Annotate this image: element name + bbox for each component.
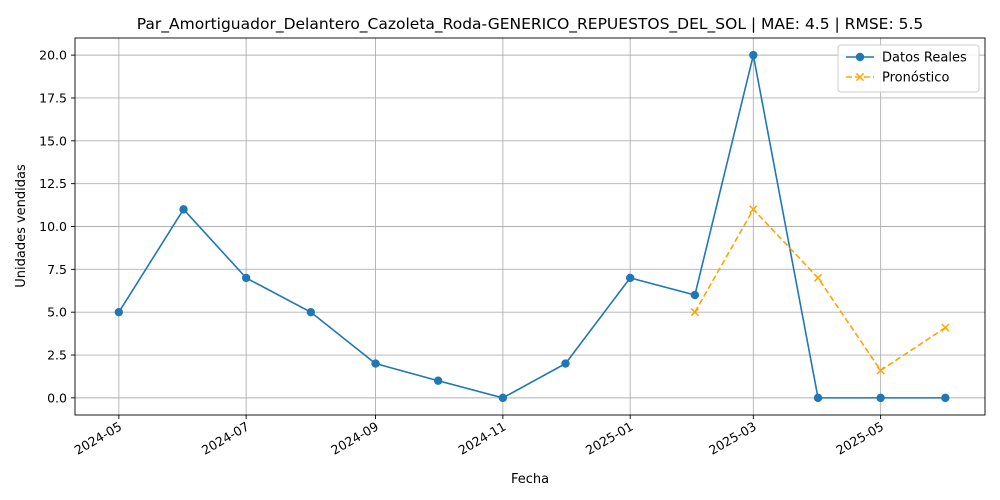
y-tick-label: 20.0	[39, 48, 67, 63]
x-tick-label: 2025-03	[706, 419, 759, 458]
data-point-circle	[241, 273, 251, 283]
y-axis-label: Unidades vendidas	[14, 164, 29, 288]
x-tick-label: 2025-05	[833, 419, 886, 458]
data-point-x	[855, 72, 865, 82]
y-axis-ticks: 0.0 2.5 5.0 7.5 10.0 12.5 15.0 17.5 20.0	[39, 48, 75, 405]
x-tick-label: 2024-11	[456, 419, 509, 458]
x-tick-label: 2024-09	[328, 419, 381, 458]
y-tick-label: 12.5	[39, 176, 67, 191]
data-point-circle	[114, 307, 124, 317]
data-point-x	[876, 366, 885, 375]
series-line	[694, 208, 946, 372]
legend-item: Pronóstico	[846, 71, 949, 86]
data-point-circle	[498, 393, 508, 403]
data-point-circle	[179, 205, 188, 214]
y-tick-label: 0.0	[47, 390, 67, 405]
data-point-circle	[813, 393, 823, 403]
series-forecast	[690, 205, 950, 375]
series-layer	[114, 50, 950, 403]
y-tick-label: 7.5	[47, 262, 67, 277]
legend: Datos Reales Pronóstico	[837, 44, 980, 93]
data-point-x	[690, 308, 700, 317]
data-point-x	[749, 205, 758, 214]
data-point-circle	[371, 359, 380, 368]
data-point-circle	[433, 376, 443, 385]
data-point-circle	[749, 50, 758, 60]
x-tick-label: 2024-07	[199, 419, 252, 458]
y-tick-label: 2.5	[47, 348, 67, 363]
series-line	[118, 54, 946, 399]
data-point-circle	[941, 393, 950, 403]
data-point-circle	[690, 290, 700, 300]
data-point-x	[813, 273, 823, 283]
data-point-x	[941, 323, 950, 332]
data-point-circle	[855, 52, 865, 62]
x-axis-label: Fecha	[511, 472, 549, 487]
legend-label: Datos Reales	[882, 51, 967, 66]
chart-title: Par_Amortiguador_Delantero_Cazoleta_Roda…	[137, 15, 924, 34]
data-point-circle	[625, 273, 635, 283]
x-tick-label: 2024-05	[72, 419, 125, 458]
data-point-circle	[306, 307, 316, 317]
y-tick-label: 10.0	[39, 219, 67, 234]
grid-lines	[75, 38, 985, 415]
data-point-circle	[876, 393, 885, 403]
legend-item: Datos Reales	[846, 51, 967, 66]
x-tick-label: 2025-01	[583, 419, 636, 458]
legend-label: Pronóstico	[882, 71, 949, 86]
x-axis-ticks: 2024-05 2024-07 2024-09 2024-11 2025-01 2025-…	[72, 415, 886, 458]
y-tick-label: 15.0	[39, 133, 67, 148]
data-point-circle	[561, 359, 570, 368]
series-actual	[114, 50, 950, 403]
y-tick-label: 17.5	[39, 90, 67, 105]
y-tick-label: 5.0	[47, 305, 67, 320]
